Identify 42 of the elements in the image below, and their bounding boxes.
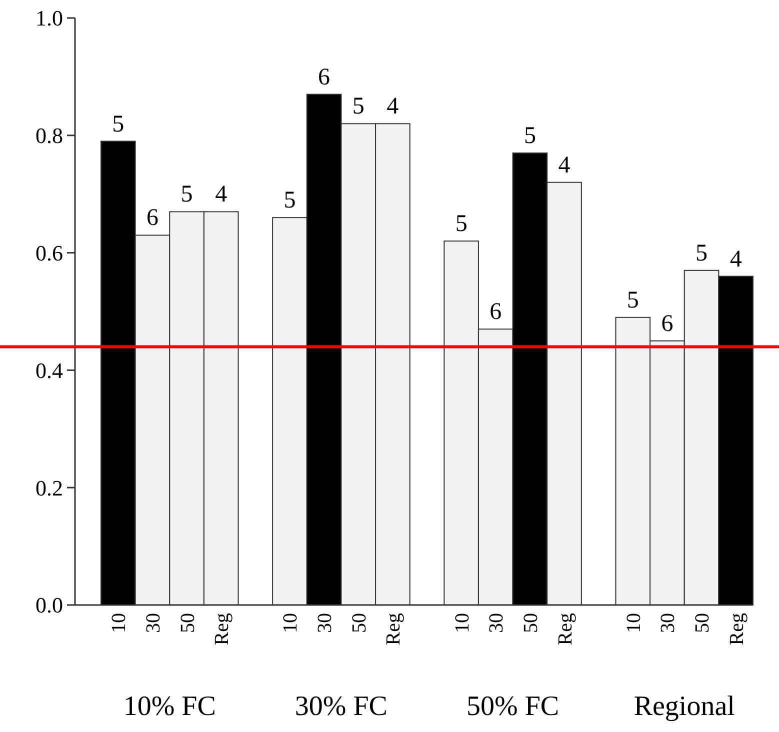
annotation: 5 bbox=[455, 211, 468, 238]
annotation: 5 bbox=[112, 111, 124, 138]
y-tick-label: 0.2 bbox=[36, 475, 63, 500]
annotation: 5 bbox=[696, 240, 708, 266]
annotation: 4 bbox=[215, 182, 228, 208]
y-tick-label: 1.0 bbox=[36, 6, 63, 31]
y-tick-label: 0.0 bbox=[36, 592, 63, 618]
annotation: 5 bbox=[626, 287, 639, 314]
x-tick-label: 10% FC bbox=[123, 691, 216, 722]
text: Reg bbox=[554, 613, 576, 646]
text: Reg bbox=[726, 613, 748, 646]
text: 30 bbox=[314, 613, 336, 633]
annotation: 6 bbox=[146, 205, 158, 232]
x-tick-label: Regional bbox=[634, 691, 736, 722]
annotation: 5 bbox=[180, 182, 193, 208]
text: 30 bbox=[657, 613, 680, 633]
y-tick-label: 0.6 bbox=[36, 240, 63, 266]
y-tick-label: 0.4 bbox=[36, 358, 63, 383]
annotation: 4 bbox=[730, 246, 742, 272]
annotation: 5 bbox=[284, 188, 296, 214]
text: 50 bbox=[520, 613, 542, 633]
annotation: 4 bbox=[386, 94, 399, 120]
text: 10 bbox=[280, 613, 302, 633]
text: 50 bbox=[692, 613, 714, 633]
annotation: 5 bbox=[352, 94, 364, 120]
text: Reg bbox=[211, 613, 234, 646]
text: 10 bbox=[108, 613, 130, 633]
x-tick-label: 50% FC bbox=[466, 691, 560, 722]
text: 10 bbox=[451, 613, 474, 633]
annotation: 6 bbox=[318, 64, 330, 90]
text: 50 bbox=[176, 613, 199, 633]
x-tick-label: 30% FC bbox=[294, 691, 388, 722]
text: 30 bbox=[142, 613, 164, 633]
annotation: 6 bbox=[490, 299, 502, 326]
text: 10 bbox=[622, 613, 645, 633]
y-tick-label: 0.8 bbox=[36, 123, 63, 148]
text: Reg bbox=[382, 613, 405, 646]
text: 50 bbox=[348, 613, 370, 633]
text: 30 bbox=[486, 613, 508, 633]
annotation: 6 bbox=[661, 310, 674, 337]
annotation: 5 bbox=[524, 123, 536, 150]
annotation: 4 bbox=[558, 152, 570, 178]
